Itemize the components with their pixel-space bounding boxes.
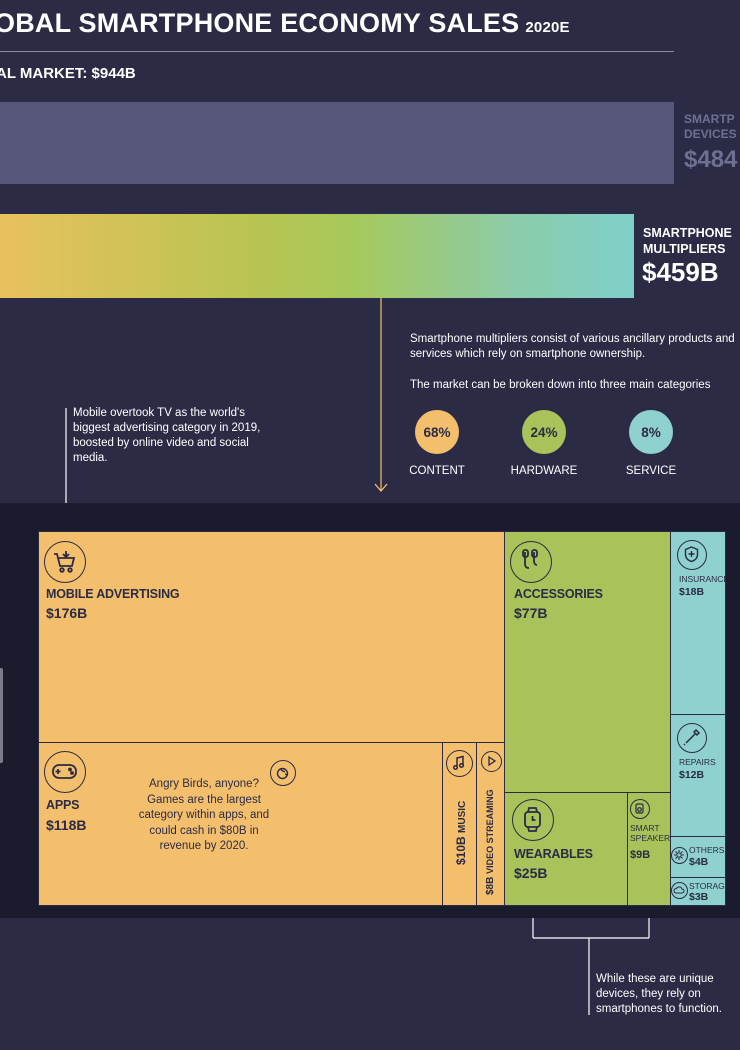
tile-repairs: REPAIRS $12B — [670, 714, 726, 837]
music-label: $10B MUSIC — [454, 801, 468, 865]
devices-label: SMARTP DEVICES — [684, 112, 737, 142]
multipliers-description: Smartphone multipliers consist of variou… — [410, 333, 735, 360]
repairs-value: $12B — [679, 769, 705, 781]
wearables-note: While these are unique devices, they rel… — [596, 973, 722, 1015]
shopping-cart-icon — [44, 541, 86, 583]
title-year: 2020E — [525, 19, 570, 36]
title-text: OBAL SMARTPHONE ECONOMY SALES — [0, 8, 520, 38]
tile-smart-speakers: SMARTSPEAKERS $9B — [627, 792, 671, 906]
title-divider — [0, 51, 674, 52]
insurance-name: INSURANCE — [679, 574, 726, 584]
total-market-label: AL MARKET: $944B — [0, 65, 136, 82]
music-note-icon — [446, 750, 473, 777]
insurance-value: $18B — [679, 586, 705, 598]
wearables-name: WEARABLES — [514, 847, 593, 861]
page-title: OBAL SMARTPHONE ECONOMY SALES 2020E — [0, 8, 570, 39]
devices-label-line2: DEVICES — [684, 127, 737, 141]
gamepad-icon — [44, 751, 86, 793]
music-value: $10B — [454, 836, 468, 865]
smart-speakers-value: $9B — [630, 849, 651, 861]
tile-storage: STORAGE $3B — [670, 877, 726, 906]
tile-others: OTHERS $4B — [670, 836, 726, 878]
tile-mobile-advertising: MOBILE ADVERTISING $176B — [38, 531, 505, 743]
wearables-value: $25B — [514, 865, 548, 881]
storage-value: $3B — [689, 891, 709, 903]
devices-label-line1: SMARTP — [684, 112, 735, 126]
apps-note: Angry Birds, anyone? Games are the large… — [138, 778, 270, 852]
phone-side-button — [0, 668, 3, 763]
devices-value: $484 — [684, 146, 738, 173]
play-icon — [481, 751, 502, 772]
storage-name: STORAGE — [689, 881, 725, 891]
earphones-icon — [510, 541, 552, 583]
gear-icon — [671, 847, 688, 864]
circle-hardware: 24% — [522, 410, 566, 454]
circle-content: 68% — [415, 410, 459, 454]
circle-service: 8% — [629, 410, 673, 454]
others-value: $4B — [689, 856, 709, 868]
accessories-name: ACCESSORIES — [514, 587, 603, 601]
label-hardware: HARDWARE — [510, 465, 578, 477]
multipliers-label: SMARTPHONE MULTIPLIERS — [643, 225, 732, 257]
multipliers-label-line2: MULTIPLIERS — [643, 242, 726, 256]
tile-apps: APPS $118B Angry Birds, anyone? Games ar… — [38, 742, 443, 906]
smart-speakers-name: SMARTSPEAKERS — [630, 823, 671, 843]
cloud-icon — [671, 882, 688, 899]
tile-music: $10B MUSIC — [442, 742, 477, 906]
video-streaming-name: VIDEO STREAMING — [485, 789, 495, 874]
mobile-advertising-value: $176B — [46, 605, 88, 621]
label-content: CONTENT — [409, 465, 465, 477]
speaker-icon — [630, 799, 650, 819]
mobile-advertising-name: MOBILE ADVERTISING — [46, 587, 180, 601]
accessories-value: $77B — [514, 605, 548, 621]
categories-intro: The market can be broken down into three… — [410, 379, 711, 391]
multipliers-value: $459B — [642, 257, 719, 287]
bar-smartphone-multipliers — [0, 214, 634, 298]
screwdriver-icon — [677, 723, 707, 753]
smartwatch-icon — [512, 799, 554, 841]
angry-bird-icon — [270, 760, 296, 786]
video-streaming-value: $8B — [485, 876, 496, 895]
bar-smartphone-devices — [0, 102, 674, 184]
label-service: SERVICE — [625, 465, 677, 477]
tile-insurance: INSURANCE $18B — [670, 531, 726, 715]
apps-value: $118B — [46, 817, 87, 833]
apps-name: APPS — [46, 798, 80, 812]
music-name: MUSIC — [457, 800, 468, 833]
tile-wearables: WEARABLES $25B — [504, 792, 628, 906]
tile-accessories: ACCESSORIES $77B — [504, 531, 671, 793]
shield-icon — [677, 540, 707, 570]
others-name: OTHERS — [689, 845, 725, 855]
video-streaming-label: $8B VIDEO STREAMING — [485, 789, 496, 895]
tile-video-streaming: $8B VIDEO STREAMING — [476, 742, 506, 906]
multipliers-label-line1: SMARTPHONE — [643, 226, 732, 240]
mobile-ad-note: Mobile overtook TV as the world's bigges… — [73, 407, 261, 464]
repairs-name: REPAIRS — [679, 757, 716, 767]
